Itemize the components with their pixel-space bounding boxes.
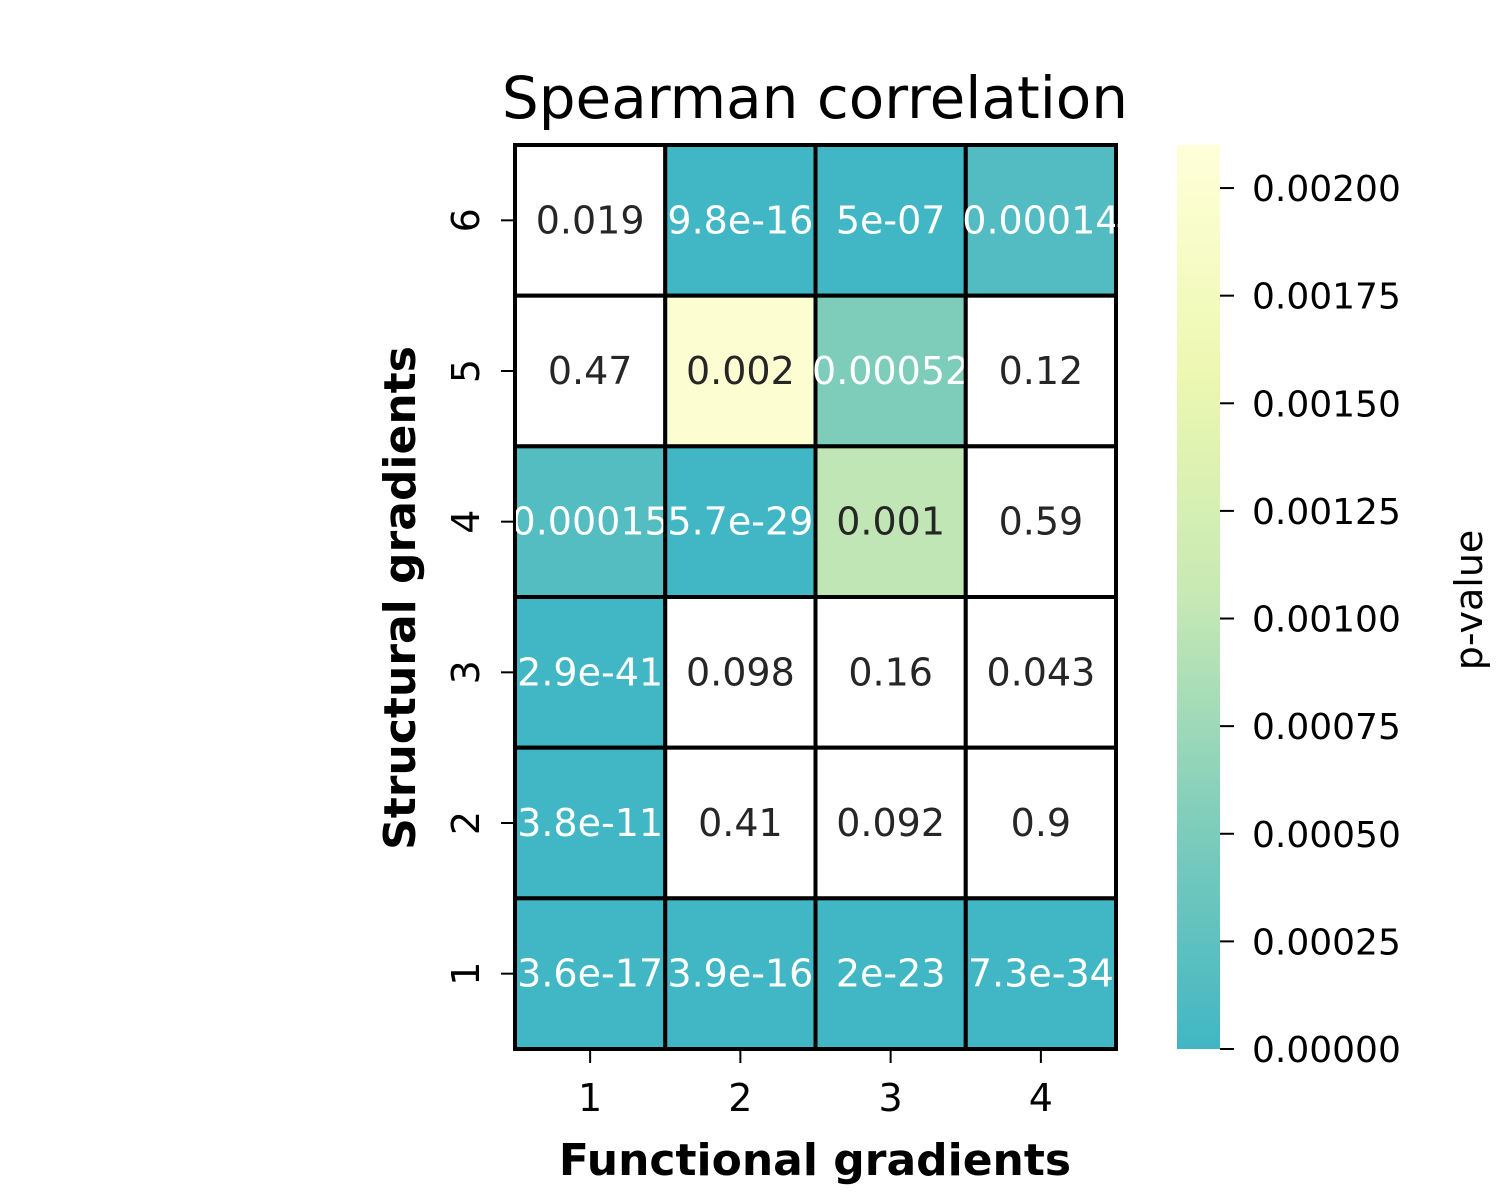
colorbar-tick-label: 0.00050	[1252, 815, 1401, 856]
cell-value-label: 0.59	[999, 500, 1084, 544]
colorbar-tick-label: 0.00025	[1252, 922, 1401, 963]
colorbar	[1177, 145, 1220, 1049]
cell-value-label: 0.9	[1011, 801, 1071, 845]
cell-value-label: 2.9e-41	[517, 650, 663, 694]
x-axis-label: Functional gradients	[559, 1135, 1071, 1186]
cell-value-label: 0.16	[848, 650, 933, 694]
colorbar-tick-label: 0.00075	[1252, 707, 1401, 748]
heatmap-cells: 0.019 9.8e-16 5e-07 0.00014 0.47 0.002 0.00052…	[512, 143, 1119, 1051]
cell-value-label: 3.8e-11	[517, 801, 663, 845]
cell-value-label: 3.6e-17	[517, 952, 663, 996]
y-tick-label: 2	[444, 811, 488, 835]
colorbar-tick-label: 0.00150	[1252, 384, 1401, 425]
cell-value-label: 5e-07	[836, 198, 946, 242]
heatmap-cell	[663, 293, 818, 449]
heatmap-cell	[663, 745, 818, 901]
x-tick-label: 3	[879, 1076, 903, 1120]
y-tick-label: 1	[444, 962, 488, 986]
cell-value-label: 0.098	[686, 650, 795, 694]
chart-title: Spearman correlation	[502, 64, 1128, 132]
heatmap-cell	[663, 143, 818, 298]
heatmap-cell	[663, 896, 818, 1051]
colorbar-tick-label: 0.00125	[1252, 492, 1401, 533]
colorbar-ticks: 0.00000 0.00025 0.00050 0.00075 0.00100 0.001…	[1220, 169, 1401, 1071]
heatmap-cell	[813, 896, 968, 1051]
colorbar-tick-label: 0.00000	[1252, 1030, 1401, 1071]
x-tick-label: 4	[1029, 1076, 1053, 1120]
cell-value-label: 0.002	[686, 349, 795, 393]
heatmap-cell	[963, 595, 1118, 750]
cell-value-label: 3.9e-16	[667, 952, 813, 996]
cell-value-label: 0.47	[548, 349, 633, 393]
x-axis: 1 2 3 4	[578, 1049, 1053, 1120]
colorbar-label: p-value	[1447, 530, 1491, 671]
cell-value-label: 0.00015	[512, 500, 669, 544]
y-tick-label: 6	[444, 208, 488, 232]
y-tick-label: 4	[444, 510, 488, 534]
y-tick-label: 3	[444, 660, 488, 684]
colorbar-tick-label: 0.00100	[1252, 600, 1401, 641]
heatmap-cell	[663, 595, 818, 750]
cell-value-label: 9.8e-16	[667, 198, 813, 242]
cell-value-label: 2e-23	[836, 952, 946, 996]
colorbar-tick-label: 0.00200	[1252, 169, 1401, 210]
heatmap-cell	[963, 745, 1118, 901]
plot-frame	[514, 144, 1117, 1050]
colorbar-tick-label: 0.00175	[1252, 277, 1401, 318]
heatmap-cell	[813, 745, 968, 901]
cell-value-label: 0.092	[836, 801, 945, 845]
heatmap-cell	[963, 293, 1118, 449]
y-axis: 6 5 4 3 2 1	[444, 208, 515, 986]
x-tick-label: 1	[578, 1076, 602, 1120]
cell-value-label: 0.00052	[812, 349, 969, 393]
x-tick-label: 2	[728, 1076, 752, 1120]
y-axis-label: Structural gradients	[375, 346, 426, 850]
heatmap-cell	[513, 896, 668, 1051]
cell-value-label: 5.7e-29	[667, 500, 813, 544]
y-tick-label: 5	[444, 359, 488, 383]
cell-value-label: 0.41	[698, 801, 783, 845]
cell-value-label: 0.019	[536, 198, 645, 242]
cell-value-label: 0.00014	[962, 198, 1119, 242]
heatmap-cell	[663, 444, 818, 600]
cell-value-label: 0.043	[986, 650, 1095, 694]
cell-value-label: 0.12	[999, 349, 1084, 393]
cell-value-label: 7.3e-34	[968, 952, 1114, 996]
cell-value-label: 0.001	[836, 500, 945, 544]
heatmap-cell	[963, 444, 1118, 600]
